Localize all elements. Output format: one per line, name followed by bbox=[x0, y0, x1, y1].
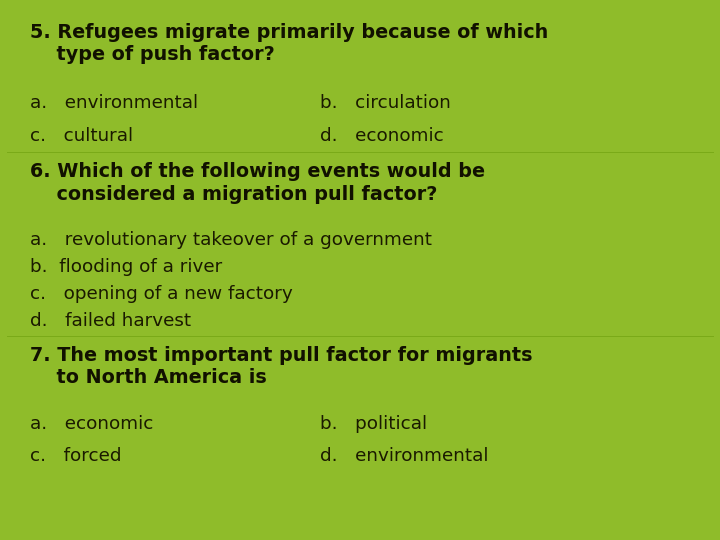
Text: c.   opening of a new factory: c. opening of a new factory bbox=[30, 285, 293, 303]
Text: d.   environmental: d. environmental bbox=[320, 447, 489, 465]
Text: b.  flooding of a river: b. flooding of a river bbox=[30, 258, 222, 276]
Text: c.   cultural: c. cultural bbox=[30, 127, 133, 145]
Text: a.   environmental: a. environmental bbox=[30, 94, 199, 112]
Text: 5. Refugees migrate primarily because of which
    type of push factor?: 5. Refugees migrate primarily because of… bbox=[30, 23, 549, 64]
Text: b.   political: b. political bbox=[320, 415, 428, 433]
Text: c.   forced: c. forced bbox=[30, 447, 122, 465]
Text: 7. The most important pull factor for migrants
    to North America is: 7. The most important pull factor for mi… bbox=[30, 346, 533, 387]
Text: d.   failed harvest: d. failed harvest bbox=[30, 312, 192, 330]
Text: b.   circulation: b. circulation bbox=[320, 94, 451, 112]
Text: a.   revolutionary takeover of a government: a. revolutionary takeover of a governmen… bbox=[30, 231, 432, 249]
Text: 6. Which of the following events would be
    considered a migration pull factor: 6. Which of the following events would b… bbox=[30, 162, 485, 204]
Text: a.   economic: a. economic bbox=[30, 415, 153, 433]
Text: d.   economic: d. economic bbox=[320, 127, 444, 145]
